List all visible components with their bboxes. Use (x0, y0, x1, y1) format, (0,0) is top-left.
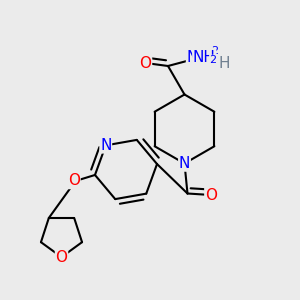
Text: O: O (140, 56, 152, 70)
Text: O: O (56, 250, 68, 265)
Text: O: O (205, 188, 217, 202)
Text: 2: 2 (209, 55, 216, 65)
Text: N: N (100, 138, 111, 153)
Text: O: O (68, 173, 80, 188)
Text: NH: NH (187, 50, 209, 64)
Text: 2: 2 (212, 46, 219, 56)
Text: N: N (179, 156, 190, 171)
Text: NH: NH (193, 50, 216, 65)
Text: H: H (219, 56, 230, 70)
